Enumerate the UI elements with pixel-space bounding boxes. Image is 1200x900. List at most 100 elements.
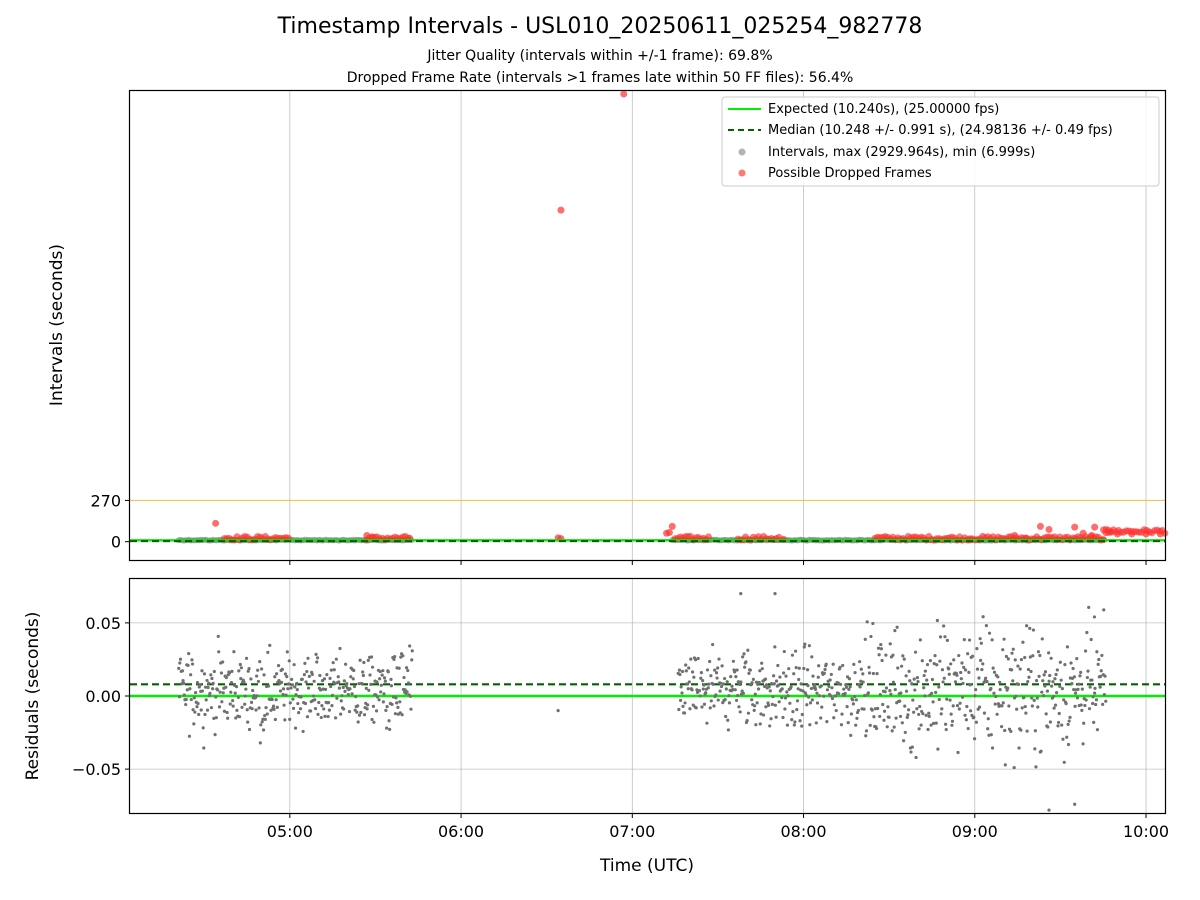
residual-point [852, 662, 856, 666]
residual-point [255, 694, 259, 698]
legend-frame [721, 96, 1160, 187]
residual-point [1098, 674, 1103, 678]
residual-point [738, 682, 742, 687]
residual-point [383, 679, 387, 683]
residual-point [780, 696, 784, 700]
residual-point [365, 707, 369, 711]
residual-point [358, 658, 362, 662]
residual-point [711, 682, 715, 686]
residual-point [222, 709, 227, 713]
residual-point [683, 701, 687, 705]
residual-point [758, 669, 762, 673]
residual-point [381, 700, 385, 704]
residual-point [679, 685, 683, 689]
residual-point [825, 719, 829, 724]
residual-point [811, 674, 815, 678]
residual-point [386, 670, 390, 674]
residual-point [734, 675, 738, 679]
residual-point [339, 712, 343, 716]
residual-point [307, 674, 311, 678]
residual-point [714, 671, 719, 675]
residual-point [832, 716, 836, 720]
residual-point [212, 669, 216, 674]
residual-point [270, 697, 274, 702]
residual-point [1078, 674, 1082, 678]
residual-point [690, 670, 695, 674]
residual-point [978, 637, 982, 641]
top-panel-points [130, 90, 1169, 544]
residual-point [402, 675, 406, 680]
residual-point [1065, 645, 1070, 649]
residual-point [820, 705, 824, 709]
residual-point [214, 695, 218, 699]
residual-point [1044, 712, 1048, 716]
residual-point [1052, 694, 1056, 699]
residual-point [1099, 669, 1103, 673]
residual-point [1003, 763, 1007, 767]
residual-point [699, 676, 703, 680]
residual-point [406, 681, 411, 685]
residual-point [396, 705, 400, 710]
residual-point [1073, 691, 1078, 695]
residual-point [286, 687, 290, 691]
residual-point [217, 650, 221, 654]
residual-point [802, 645, 806, 649]
residual-point [955, 704, 960, 708]
residual-point [692, 675, 696, 679]
residual-point [1010, 651, 1014, 655]
residual-point [228, 702, 232, 706]
residual-point [684, 663, 688, 667]
residual-point [949, 662, 953, 666]
residual-point [200, 669, 204, 673]
residual-point [1020, 706, 1024, 710]
residual-point [754, 723, 758, 727]
residual-point [772, 682, 776, 686]
residual-point [696, 656, 700, 661]
residual-point [1075, 696, 1080, 700]
residual-point [194, 690, 198, 695]
residual-point [273, 675, 277, 679]
dropped-frame-point [212, 519, 220, 527]
residual-point [790, 717, 794, 722]
residual-point [205, 708, 210, 712]
residual-point [947, 667, 951, 671]
residual-point [918, 704, 922, 709]
residual-point [1081, 742, 1085, 746]
residual-point [180, 669, 185, 673]
legend-median-label: Median (10.248 +/- 0.991 s), (24.98136 +… [768, 123, 1113, 138]
residual-point [321, 687, 325, 691]
residual-point [854, 698, 858, 702]
legend-intervals-label: Intervals, max (2929.964s), min (6.999s) [768, 145, 1035, 160]
residual-point [875, 672, 879, 676]
residual-point [1014, 694, 1018, 698]
residual-point [1098, 685, 1102, 689]
residual-point [884, 686, 889, 690]
residual-point [244, 656, 249, 660]
residual-point [694, 706, 698, 710]
residual-point [785, 690, 789, 694]
residual-point [922, 686, 926, 690]
residual-point [970, 654, 975, 658]
residual-point [935, 618, 939, 623]
residual-point [178, 661, 182, 665]
residual-point [729, 674, 733, 679]
residual-point [325, 673, 329, 677]
residual-point [923, 694, 927, 698]
residual-point [1060, 686, 1064, 691]
residual-point [787, 667, 791, 671]
residual-point [266, 684, 271, 688]
residual-point [689, 657, 693, 661]
residual-point [201, 726, 205, 730]
residual-point [182, 693, 186, 697]
residual-point [394, 696, 398, 700]
residual-point [726, 728, 730, 732]
residual-point [332, 668, 336, 672]
residual-point [867, 671, 872, 675]
residual-point [790, 653, 795, 657]
residual-point [921, 712, 925, 716]
residual-point [828, 678, 832, 682]
residual-point [195, 705, 199, 709]
residual-point [824, 662, 828, 666]
residual-point [822, 694, 826, 698]
